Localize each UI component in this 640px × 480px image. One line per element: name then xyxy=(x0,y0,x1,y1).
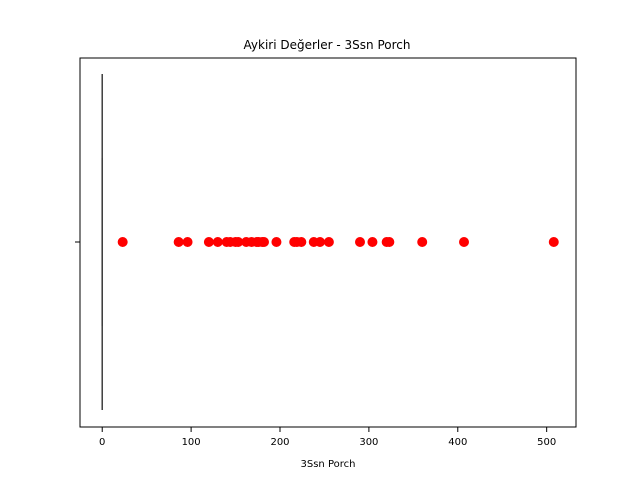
outlier-point xyxy=(459,237,469,247)
chart-title: Aykiri Değerler - 3Ssn Porch xyxy=(244,38,411,52)
x-tick-label: 200 xyxy=(270,437,289,448)
outlier-point xyxy=(355,237,365,247)
x-tick-label: 100 xyxy=(182,437,201,448)
x-tick-label: 400 xyxy=(448,437,467,448)
outlier-point xyxy=(367,237,378,247)
outlier-point xyxy=(173,237,184,247)
outlier-point xyxy=(271,237,282,247)
outlier-point xyxy=(212,237,223,247)
outlier-point xyxy=(384,237,395,247)
outlier-points xyxy=(117,237,559,247)
x-tick-label: 0 xyxy=(99,437,105,448)
outlier-point xyxy=(182,237,193,247)
x-tick-label: 500 xyxy=(537,437,556,448)
outlier-point xyxy=(315,237,325,247)
x-axis-ticks: 0 100 200 300 400 500 xyxy=(99,427,556,448)
outlier-point xyxy=(548,237,559,247)
x-axis-label: 3Ssn Porch xyxy=(301,459,356,470)
outlier-point xyxy=(323,237,334,247)
outlier-point xyxy=(296,237,307,247)
outlier-point xyxy=(203,237,214,247)
outlier-point xyxy=(417,237,428,247)
outlier-point xyxy=(117,237,128,247)
x-tick-label: 300 xyxy=(359,437,378,448)
outlier-point xyxy=(259,237,269,247)
